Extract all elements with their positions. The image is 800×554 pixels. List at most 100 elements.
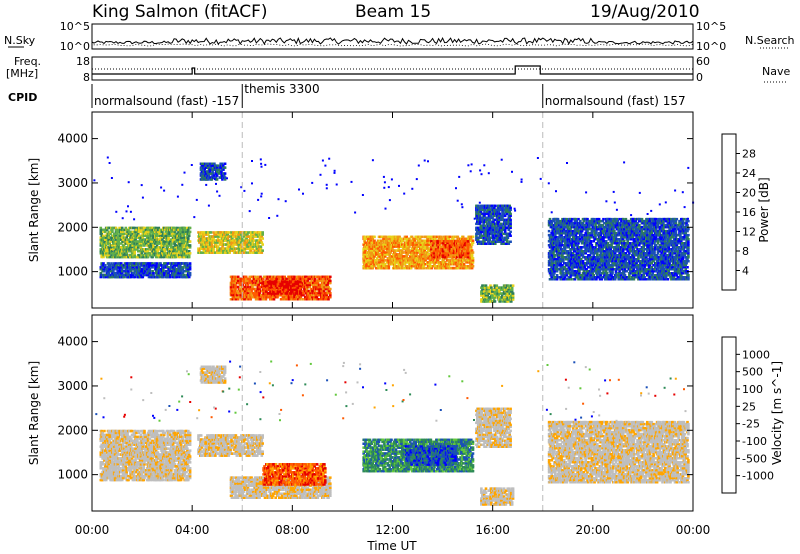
- echo-cell: [254, 245, 257, 248]
- echo-cell: [382, 249, 385, 252]
- echo-cell: [430, 265, 434, 268]
- echo-cell: [232, 245, 235, 248]
- echo-cell: [451, 257, 454, 260]
- echo-cell: [399, 261, 402, 264]
- echo-cell: [405, 255, 408, 258]
- echo-cell: [180, 242, 184, 245]
- echo-cell: [106, 273, 110, 277]
- echo-cell: [236, 289, 239, 293]
- echo-cell: [311, 283, 314, 287]
- echo-cell: [152, 234, 155, 237]
- echo-cell: [363, 251, 366, 254]
- freq-strip: Freq. [MHz] 18 8 60 0 Nave: [6, 55, 790, 84]
- echo-cell: [387, 265, 391, 268]
- echo-cell: [411, 249, 415, 252]
- echo-cell: [234, 241, 238, 244]
- echo-cell: [252, 281, 255, 285]
- echo-cell: [408, 239, 411, 242]
- echo-cell: [492, 236, 495, 239]
- echo-cell: [230, 239, 233, 242]
- echo-cell: [490, 222, 493, 226]
- echo-cell: [441, 237, 444, 241]
- echo-cell: [422, 241, 426, 244]
- echo-cell: [253, 231, 256, 234]
- echo-cell: [157, 248, 161, 251]
- echo-cell: [439, 246, 442, 249]
- echo-cell: [440, 245, 443, 248]
- echo-cell: [303, 277, 306, 281]
- echo-cell: [492, 210, 495, 214]
- echo-cell: [452, 266, 456, 270]
- echo-cell: [137, 246, 140, 249]
- echo-cell: [483, 212, 486, 216]
- echo-cell: [125, 236, 128, 239]
- echo-cell: [270, 275, 274, 279]
- echo-cell: [253, 293, 256, 297]
- echo-cell: [237, 235, 240, 238]
- echo-cell: [172, 271, 176, 275]
- echo-cell: [169, 270, 172, 273]
- echo-cell: [365, 241, 368, 244]
- echo-cell: [396, 245, 400, 248]
- echo-cell: [148, 253, 152, 257]
- echo-cell: [325, 298, 328, 301]
- echo-cell: [170, 244, 173, 247]
- echo-cell: [179, 271, 182, 275]
- echo-cell: [441, 255, 445, 259]
- echo-cell: [424, 247, 427, 250]
- echo-cell: [200, 164, 204, 167]
- echo-cell: [272, 292, 275, 295]
- echo-cell: [439, 248, 443, 251]
- echo-cell: [132, 268, 136, 271]
- echo-cell: [187, 246, 190, 249]
- echo-cell: [448, 235, 451, 239]
- echo-cell: [213, 174, 216, 177]
- echo-cell: [447, 237, 451, 241]
- nsky-label: N.Sky: [4, 34, 36, 47]
- echo-cell: [483, 226, 486, 230]
- echo-cell: [455, 253, 458, 257]
- echo-cell: [185, 268, 188, 271]
- echo-cell: [246, 241, 249, 244]
- echo-cell: [154, 250, 157, 253]
- echo-cell: [150, 264, 153, 267]
- noise-trace: [91, 36, 694, 47]
- echo-cell: [169, 268, 172, 271]
- echo-cell: [471, 257, 475, 260]
- echo-cell: [118, 271, 121, 275]
- echo-cell: [311, 289, 314, 293]
- echo-cell: [232, 243, 236, 246]
- echo-cell: [387, 249, 391, 252]
- echo-cell: [253, 291, 257, 295]
- echo-cell: [151, 230, 154, 234]
- echo-cell: [454, 259, 458, 262]
- echo-cell: [274, 292, 278, 295]
- echo-cell: [111, 273, 114, 277]
- echo-cell: [119, 253, 122, 257]
- echo-cell: [207, 247, 210, 250]
- echo-cell: [485, 206, 489, 210]
- echo-cell: [462, 263, 466, 266]
- echo-cell: [265, 290, 268, 293]
- echo-cell: [422, 261, 426, 264]
- echo-cell: [203, 243, 206, 246]
- echo-cell: [436, 242, 439, 245]
- echo-cell: [402, 257, 406, 260]
- echo-cell: [420, 239, 424, 242]
- echo-cell: [376, 251, 380, 254]
- echo-cell: [220, 243, 223, 246]
- echo-cell: [125, 264, 128, 267]
- echo-cell: [187, 250, 191, 253]
- echo-cell: [118, 238, 121, 241]
- echo-cell: [146, 250, 150, 253]
- echo-cell: [368, 245, 372, 248]
- echo-cell: [283, 275, 286, 279]
- echo-cell: [114, 226, 118, 230]
- echo-cell: [162, 273, 166, 277]
- echo-cell: [102, 268, 105, 271]
- echo-cell: [485, 236, 488, 239]
- echo-cell: [170, 266, 173, 269]
- echo-cell: [127, 270, 130, 273]
- echo-cell: [108, 252, 111, 255]
- echo-cell: [380, 257, 383, 260]
